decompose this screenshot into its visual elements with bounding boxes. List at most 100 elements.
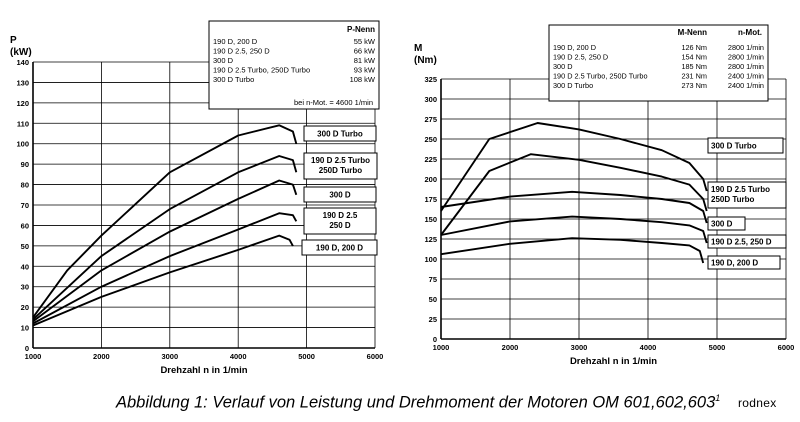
- torque-grid: [440, 78, 787, 340]
- power-series-label: 300 D Turbo: [317, 130, 363, 139]
- power-legend-name: 190 D 2.5, 250 D: [213, 47, 270, 56]
- power-y-tick-label: 110: [17, 119, 29, 128]
- torque-legend-value: 154 Nm: [681, 53, 707, 62]
- torque-legend-name: 300 D Turbo: [553, 81, 593, 90]
- torque-legend-header: n-Mot.: [738, 28, 762, 37]
- torque-legend-name: 190 D, 200 D: [553, 43, 596, 52]
- power-series-label-box: [301, 239, 378, 256]
- power-series-line: [32, 234, 294, 327]
- torque-legend-name: 300 D: [553, 62, 572, 71]
- power-y-tick-label: 130: [16, 78, 29, 87]
- torque-series-line: [440, 122, 708, 212]
- torque-series-line: [440, 190, 708, 224]
- torque-y-tick-label: 25: [429, 315, 437, 324]
- torque-series-line: [440, 237, 705, 264]
- torque-series-line: [440, 215, 708, 244]
- torque-legend-rpm: 2800 1/min: [728, 43, 764, 52]
- power-series-label: 250D Turbo: [319, 166, 363, 175]
- torque-series-label-box: [707, 234, 787, 249]
- power-y-tick-label: 100: [16, 140, 29, 149]
- power-x-tick-label: 3000: [161, 352, 178, 361]
- power-y-tick-label: 10: [21, 324, 29, 333]
- power-series-label: 190 D 2.5: [323, 211, 358, 220]
- torque-series-label: 190 D 2.5 Turbo: [711, 185, 770, 194]
- torque-y-tick-label: 175: [424, 195, 437, 204]
- torque-series-label-box: [707, 181, 787, 209]
- power-svg: 0 10 20 30 40 50 60 70 80 90 100 110 120 130 140 1000 20…: [10, 20, 384, 376]
- torque-legend-rpm: 2800 1/min: [728, 62, 764, 71]
- power-y-tick-label: 20: [21, 303, 29, 312]
- torque-series-label: 190 D 2.5, 250 D: [711, 238, 772, 247]
- power-legend-note: bei n-Mot. = 4600 1/min: [294, 98, 373, 107]
- torque-x-tick-label: 1000: [433, 343, 450, 352]
- caption-footnote: 1: [715, 393, 721, 403]
- torque-series-label-box: [707, 216, 746, 231]
- torque-x-tick-label: 5000: [709, 343, 726, 352]
- torque-legend-rpm: 2400 1/min: [728, 72, 764, 81]
- power-x-tick-label: 5000: [298, 352, 315, 361]
- power-series-label: 190 D 2.5 Turbo: [311, 156, 370, 165]
- torque-y-tick-label: 150: [424, 215, 437, 224]
- torque-legend-name: 190 D 2.5 Turbo, 250D Turbo: [553, 72, 648, 81]
- power-x-tick-label: 1000: [25, 352, 42, 361]
- torque-y-tick-label: 125: [424, 235, 437, 244]
- power-legend-name: 300 D: [213, 56, 234, 65]
- power-y-tick-label: 80: [21, 181, 29, 190]
- torque-series-label: 190 D, 200 D: [711, 259, 758, 268]
- torque-series-label-box: [707, 137, 784, 154]
- power-y-tick-label: 120: [16, 99, 29, 108]
- torque-series-line: [440, 153, 708, 236]
- power-chart: 0 10 20 30 40 50 60 70 80 90 100 110 120 130 140 1000 20…: [0, 0, 400, 385]
- power-legend-name: 190 D, 200 D: [213, 37, 258, 46]
- power-series-label: 190 D, 200 D: [316, 244, 363, 253]
- power-series-line: [32, 124, 298, 318]
- power-legend-title: P-Nenn: [347, 25, 375, 34]
- power-legend-value: 81 kW: [354, 56, 376, 65]
- power-y-tick-label: 140: [16, 58, 29, 67]
- torque-legend-value: 126 Nm: [681, 43, 707, 52]
- power-x-tick-label: 6000: [367, 352, 384, 361]
- power-x-tick-label: 4000: [230, 352, 247, 361]
- power-legend-name: 190 D 2.5 Turbo, 250D Turbo: [213, 66, 310, 75]
- torque-y-axis-symbol: M: [414, 43, 422, 54]
- power-legend-box: [208, 20, 380, 110]
- torque-series-label-box: [707, 255, 781, 270]
- power-series-label: 300 D: [329, 191, 351, 200]
- torque-y-tick-label: 50: [429, 295, 437, 304]
- watermark: rodnex: [738, 396, 777, 410]
- power-series-label-box: [303, 125, 377, 142]
- power-legend-value: 66 kW: [354, 47, 376, 56]
- power-series-line: [32, 212, 298, 325]
- power-legend-value: 55 kW: [354, 37, 376, 46]
- torque-legend-name: 190 D 2.5, 250 D: [553, 53, 608, 62]
- figure-caption: Abbildung 1: Verlauf von Leistung und Dr…: [116, 393, 720, 413]
- power-y-tick-label: 40: [21, 262, 29, 271]
- torque-legend-header: M-Nenn: [678, 28, 707, 37]
- power-series-label-box: [303, 207, 377, 235]
- torque-y-tick-label: 200: [424, 175, 437, 184]
- torque-legend-rpm: 2800 1/min: [728, 53, 764, 62]
- power-y-tick-label: 70: [21, 201, 29, 210]
- power-y-tick-label: 0: [25, 344, 29, 353]
- power-x-axis-label: Drehzahl n in 1/min: [160, 365, 247, 376]
- torque-legend-value: 273 Nm: [681, 81, 707, 90]
- power-x-tick-label: 2000: [93, 352, 110, 361]
- power-series-line: [32, 179, 298, 323]
- power-legend-value: 108 kW: [350, 75, 376, 84]
- power-y-tick-label: 60: [21, 221, 29, 230]
- torque-legend-rpm: 2400 1/min: [728, 81, 764, 90]
- power-series-label-box: [303, 186, 377, 203]
- torque-x-tick-label: 3000: [571, 343, 588, 352]
- torque-y-tick-label: 100: [424, 255, 437, 264]
- power-y-tick-label: 30: [21, 283, 29, 292]
- torque-x-tick-label: 2000: [502, 343, 519, 352]
- power-series-line: [32, 155, 298, 321]
- torque-y-tick-label: 325: [424, 75, 437, 84]
- power-y-axis-unit: (kW): [10, 47, 32, 58]
- torque-svg: 0 25 50 75 100 125 150 175 200 225 250 275 300 325 100…: [414, 24, 795, 367]
- torque-legend-box: [548, 24, 769, 102]
- torque-y-axis-unit: (Nm): [414, 55, 437, 66]
- torque-y-tick-label: 225: [424, 155, 437, 164]
- torque-y-tick-label: 75: [429, 275, 437, 284]
- torque-x-tick-label: 6000: [778, 343, 795, 352]
